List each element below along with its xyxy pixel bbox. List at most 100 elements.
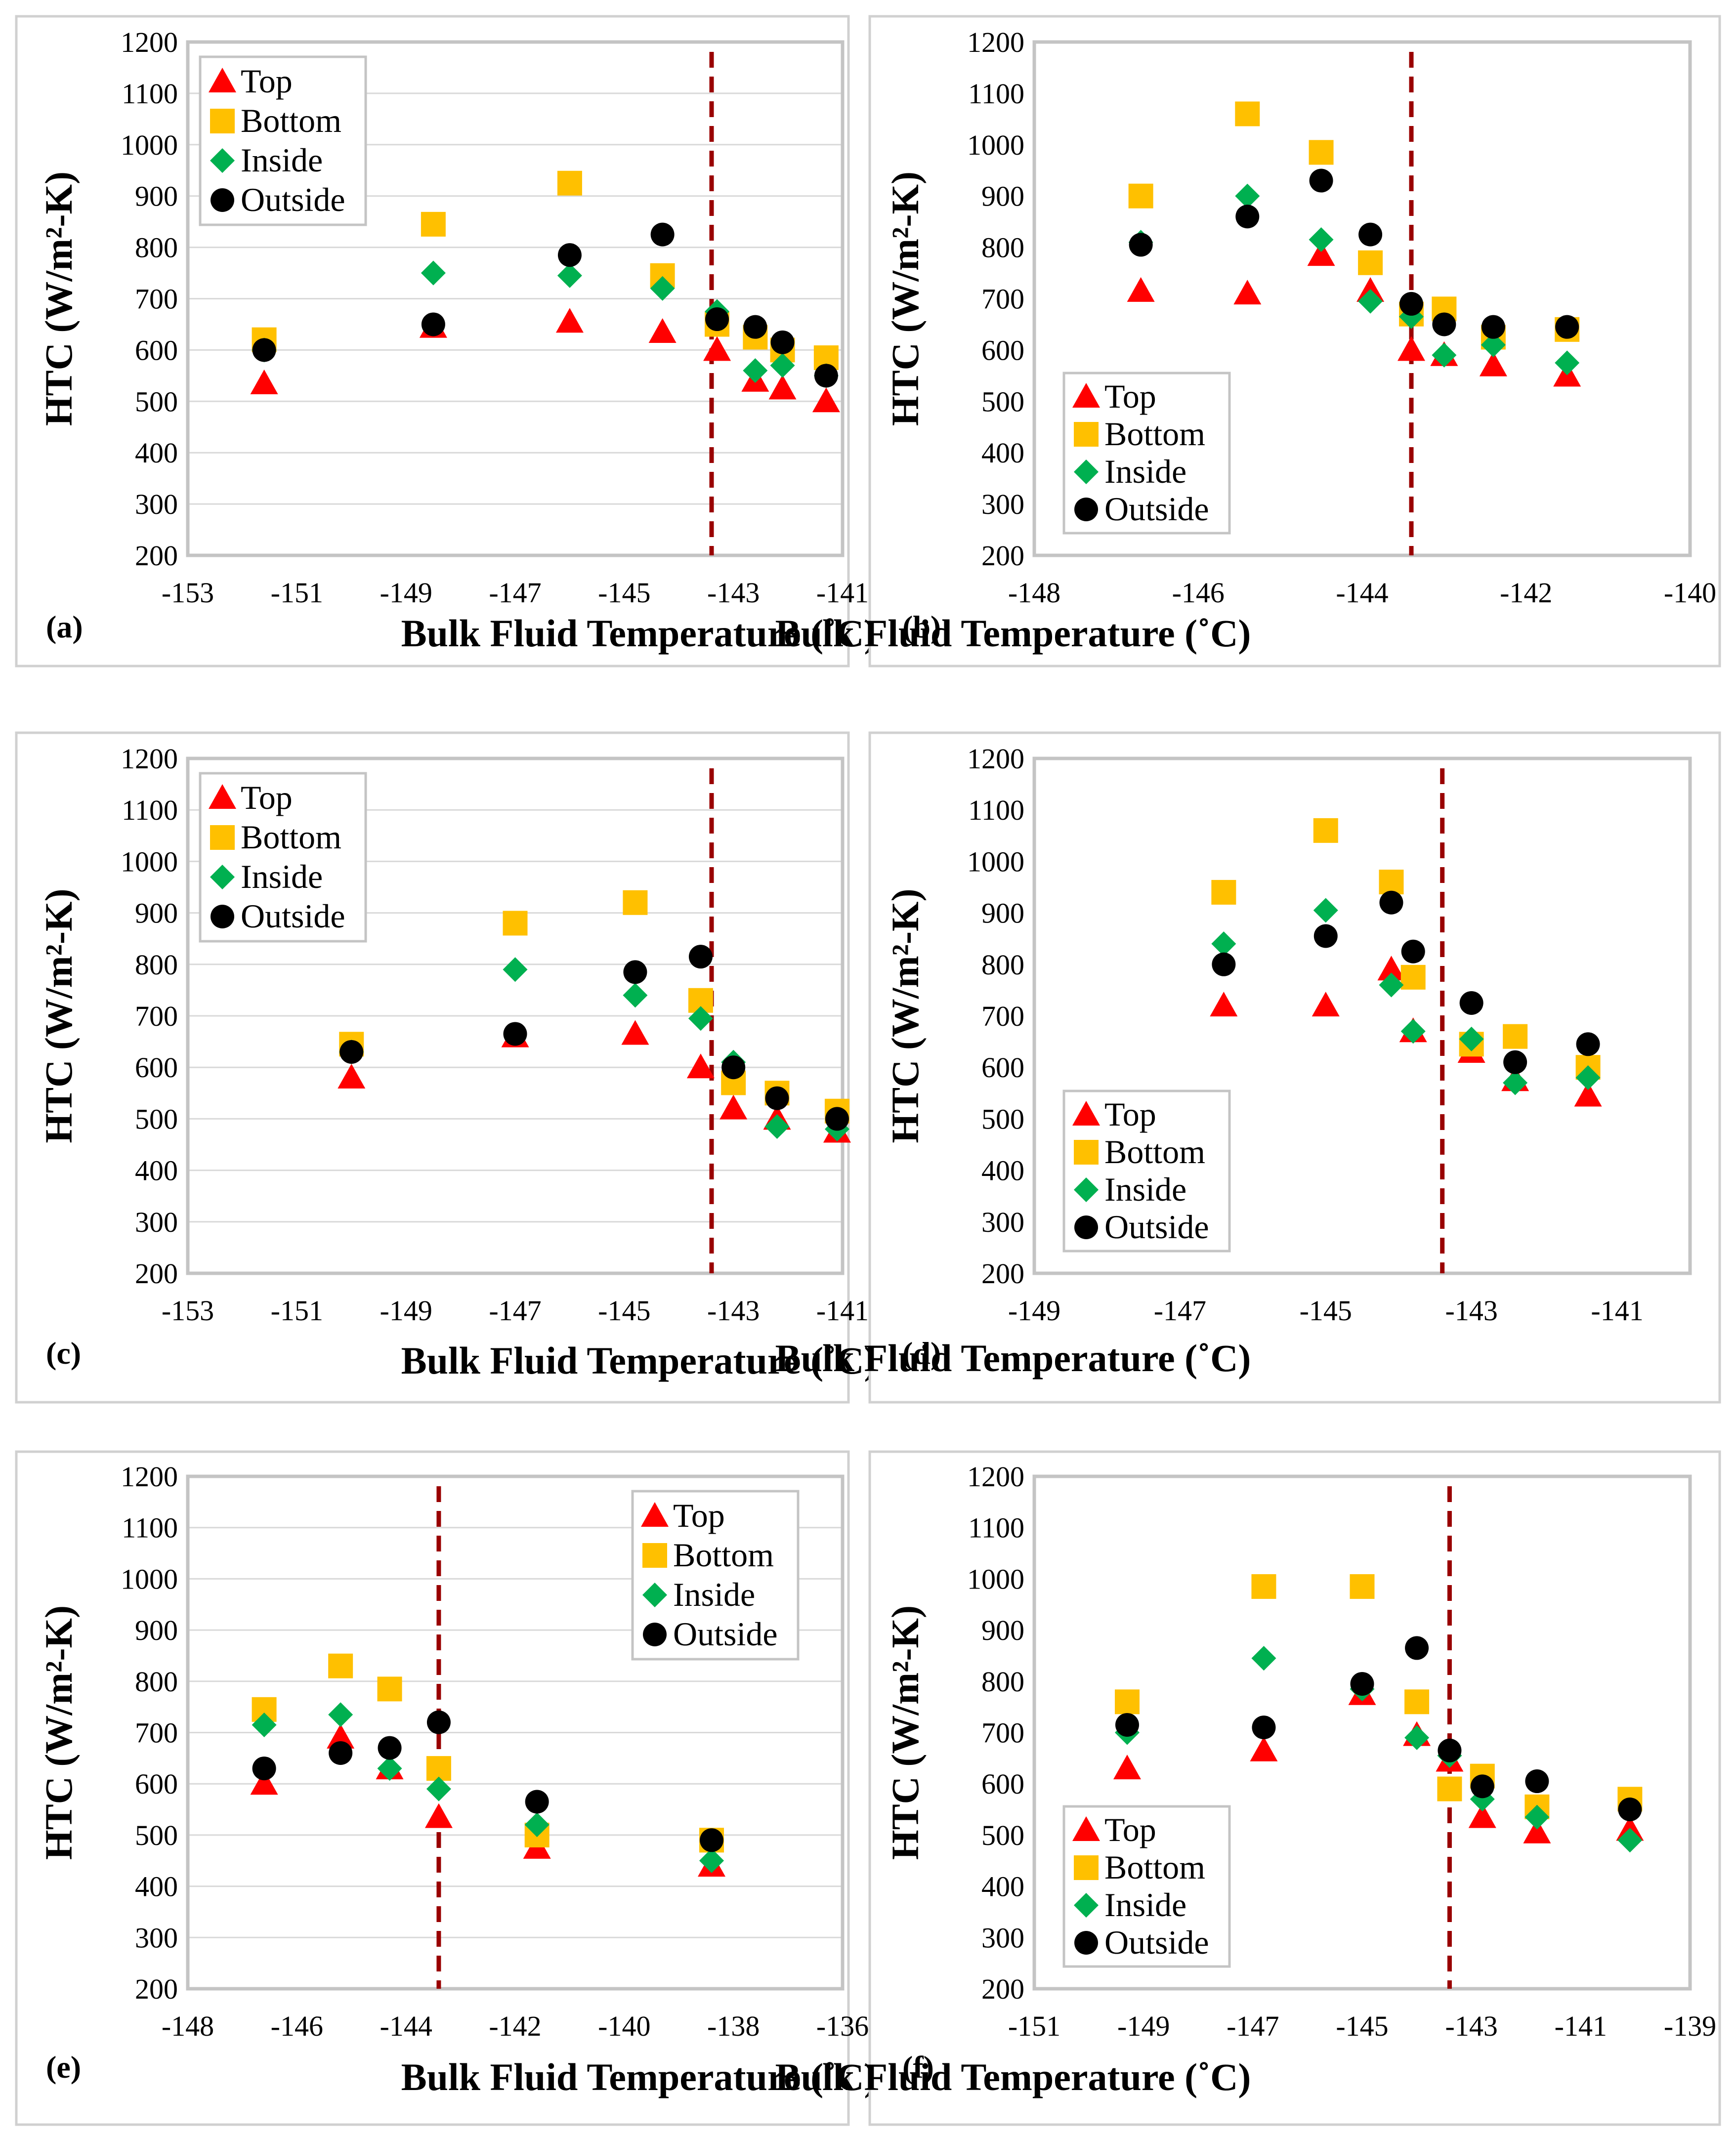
data-point-bottom — [1437, 1776, 1462, 1801]
panel-label: (e) — [46, 2050, 81, 2085]
data-point-outside — [650, 222, 675, 247]
x-tick-label: -140 — [598, 2010, 650, 2042]
data-point-outside — [1129, 233, 1153, 257]
x-tick-label: -149 — [380, 1295, 432, 1327]
y-axis-title: HTC (W/m²-K) — [37, 171, 80, 426]
y-tick-label: 900 — [135, 1614, 178, 1646]
y-tick-label: 1000 — [967, 129, 1024, 161]
y-tick-label: 800 — [981, 232, 1024, 264]
x-tick-label: -145 — [598, 577, 650, 609]
data-point-bottom — [1251, 1574, 1276, 1599]
x-tick-label: -153 — [162, 577, 214, 609]
y-tick-label: 900 — [135, 897, 178, 929]
x-tick-label: -144 — [1336, 577, 1388, 609]
y-tick-label: 800 — [135, 232, 178, 264]
legend-marker-bottom — [1074, 422, 1099, 447]
legend-marker-outside — [1074, 1931, 1098, 1955]
y-tick-label: 1200 — [121, 743, 178, 775]
y-tick-label: 1100 — [122, 78, 178, 110]
y-tick-label: 800 — [135, 1666, 178, 1698]
legend-label-bottom: Bottom — [1104, 1133, 1205, 1171]
data-point-inside — [743, 358, 768, 383]
data-point-bottom — [503, 911, 528, 936]
data-point-outside — [1481, 315, 1505, 339]
legend-label-inside: Inside — [1104, 1171, 1186, 1208]
panel-label: (f) — [902, 2050, 934, 2085]
data-point-top — [1210, 992, 1238, 1017]
legend-label-outside: Outside — [1104, 490, 1209, 528]
y-tick-label: 200 — [981, 540, 1024, 572]
data-point-outside — [1350, 1672, 1374, 1696]
data-point-top — [1468, 1803, 1496, 1828]
y-tick-label: 400 — [981, 437, 1024, 469]
data-point-outside — [1379, 890, 1403, 915]
data-point-outside — [688, 945, 713, 969]
x-tick-label: -148 — [162, 2010, 214, 2042]
legend-marker-inside — [210, 865, 235, 889]
y-tick-label: 600 — [135, 334, 178, 366]
legend-label-top: Top — [1104, 1095, 1156, 1133]
legend-label-outside: Outside — [241, 181, 345, 218]
data-point-bottom — [1235, 101, 1260, 126]
y-tick-label: 1000 — [121, 1563, 178, 1595]
legend-marker-inside — [1074, 1893, 1099, 1918]
y-tick-label: 300 — [981, 1206, 1024, 1238]
x-axis-title: Bulk Fluid Temperature (˚C) — [775, 1337, 1251, 1380]
x-tick-label: -151 — [271, 577, 323, 609]
x-tick-label: -149 — [1117, 2010, 1170, 2042]
panel-0: 200 300 400 500 600 700 800 900 1000 1100 1200 -153… — [15, 15, 877, 668]
data-point-bottom — [1313, 818, 1338, 843]
legend-marker-top — [1072, 1816, 1100, 1841]
legend-marker-inside — [1074, 1177, 1099, 1202]
legend-marker-inside — [210, 148, 235, 173]
y-tick-label: 1000 — [967, 1563, 1024, 1595]
y-tick-label: 700 — [135, 283, 178, 315]
x-tick-label: -147 — [1154, 1295, 1206, 1327]
y-tick-label: 900 — [981, 897, 1024, 929]
plot-area — [1032, 40, 1692, 557]
y-axis-title: HTC (W/m²-K) — [37, 888, 80, 1143]
legend-marker-outside — [211, 188, 234, 212]
x-axis-title: Bulk Fluid Temperature (˚C) — [401, 2055, 877, 2098]
data-point-inside — [557, 263, 582, 288]
y-tick-label: 500 — [135, 1103, 178, 1135]
x-tick-label: -141 — [1555, 2010, 1607, 2042]
y-tick-label: 1100 — [968, 794, 1024, 826]
data-point-outside — [1401, 939, 1425, 963]
y-tick-label: 1100 — [968, 78, 1024, 110]
x-tick-label: -151 — [1008, 2010, 1060, 2042]
data-point-bottom — [328, 1653, 353, 1678]
y-tick-label: 300 — [981, 488, 1024, 520]
data-point-outside — [525, 1790, 549, 1814]
y-tick-label: 400 — [981, 1155, 1024, 1187]
data-point-bottom — [377, 1676, 402, 1702]
data-point-bottom — [1128, 183, 1153, 209]
data-point-bottom — [623, 890, 648, 915]
data-point-outside — [1576, 1032, 1600, 1056]
data-point-top — [327, 1723, 355, 1749]
legend-label-outside: Outside — [673, 1615, 778, 1653]
x-tick-label: -136 — [816, 2010, 869, 2042]
data-point-bottom — [557, 170, 582, 196]
y-tick-label: 700 — [981, 1000, 1024, 1032]
data-point-inside — [650, 276, 675, 301]
data-point-top — [720, 1094, 748, 1120]
x-axis-title: Bulk Fluid Temperature (˚C) — [401, 612, 877, 655]
panel-label: (a) — [46, 609, 83, 644]
data-point-inside — [1481, 333, 1506, 358]
legend-marker-top — [641, 1502, 669, 1527]
y-tick-label: 1000 — [121, 845, 178, 878]
data-point-bottom — [1400, 964, 1426, 990]
data-point-bottom — [1404, 1689, 1430, 1715]
data-point-outside — [1470, 1774, 1494, 1799]
data-point-top — [338, 1064, 366, 1089]
panel-label: (c) — [46, 1336, 81, 1371]
data-point-inside — [699, 1848, 724, 1873]
y-tick-label: 200 — [135, 1257, 178, 1290]
data-point-top — [1312, 992, 1340, 1017]
y-tick-label: 500 — [135, 385, 178, 418]
x-tick-label: -144 — [380, 2010, 432, 2042]
plot-area — [186, 1474, 845, 1991]
data-point-top — [768, 375, 797, 400]
